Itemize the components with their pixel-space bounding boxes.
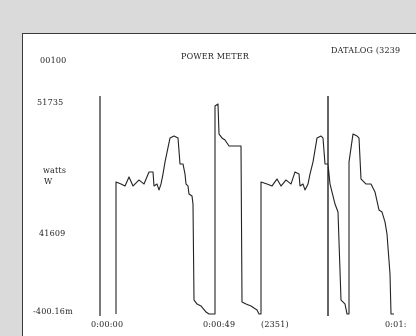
- x-tick-mid-count: (2351): [261, 320, 289, 329]
- x-tick-mid: 0:00:49: [203, 320, 236, 329]
- power-meter-display: 00100 POWER METER DATALOG (3239 51735 wa…: [22, 33, 416, 336]
- y-axis-unit-symbol: W: [44, 177, 53, 186]
- power-trace-line: [115, 103, 394, 315]
- time-readout: 00100: [40, 56, 67, 65]
- power-trace-chart: [99, 96, 394, 316]
- y-axis-unit: watts: [43, 166, 67, 175]
- y-tick-bottom: -400.16m: [33, 307, 73, 316]
- y-tick-top: 51735: [37, 98, 64, 107]
- y-tick-mid: 41609: [39, 229, 66, 238]
- x-tick-end: 0:01:: [385, 320, 407, 329]
- page-title: POWER METER: [181, 52, 250, 61]
- datalog-readout: DATALOG (3239: [331, 46, 401, 55]
- x-tick-start: 0:00:00: [91, 320, 124, 329]
